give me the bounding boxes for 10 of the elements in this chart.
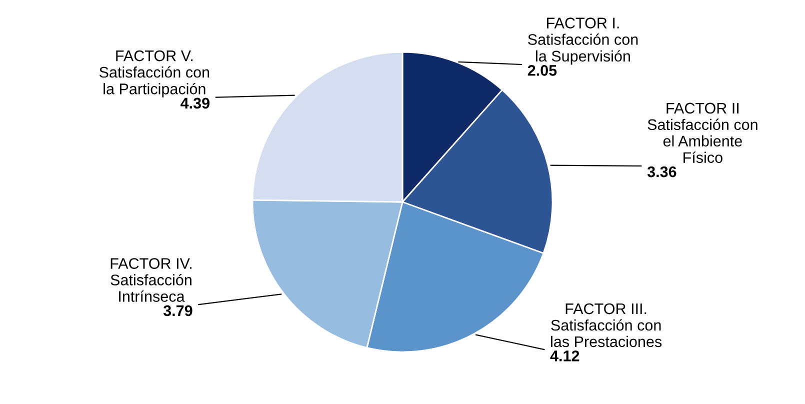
data-label: 4.12: [550, 350, 580, 362]
slice-label: FACTOR II Satisfacción con el Ambiente Físico: [648, 102, 758, 163]
data-label: 2.05: [528, 65, 557, 76]
slice-label: FACTOR IV. Satisfacción Intrínseca: [110, 258, 192, 302]
slice-label: FACTOR I. Satisfacción con la Supervisión: [528, 18, 638, 65]
data-label: 3.79: [163, 305, 192, 316]
data-label: 4.39: [180, 98, 210, 109]
slice-label: FACTOR V. Satisfacción con la Participación: [99, 50, 210, 98]
slice-label: FACTOR III. Satisfacción con las Prestaciones: [551, 303, 662, 348]
data-label: 3.36: [647, 166, 676, 178]
